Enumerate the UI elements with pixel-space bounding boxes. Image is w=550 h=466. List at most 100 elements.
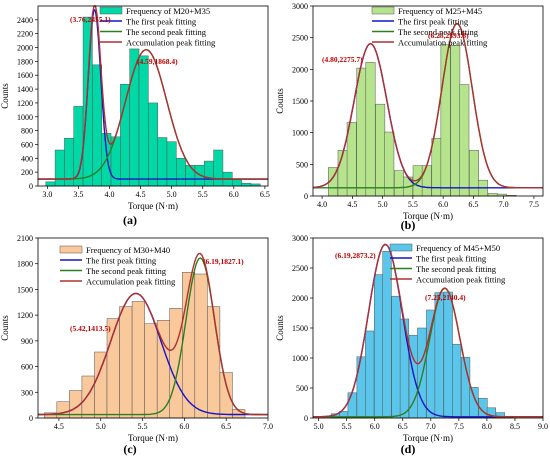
bar: [382, 250, 392, 419]
legend-entry: The first peak fitting: [398, 17, 469, 27]
y-tick-label: 0: [304, 414, 308, 423]
y-tick-label: 0: [304, 192, 308, 201]
x-tick-label: 8.5: [510, 422, 520, 431]
bar: [81, 375, 95, 419]
y-tick-label: 1500: [292, 97, 308, 106]
bar: [443, 291, 453, 419]
x-axis-label: Torque (N·m): [403, 433, 453, 443]
x-tick-label: 6.5: [221, 422, 231, 431]
x-tick-label: 5.0: [167, 190, 177, 199]
chart-3: 4.5 5.0 5.5 6.0 6.5 7.0 0 300 600 900 1200 1500 1800…: [0, 234, 273, 456]
y-tick-label: 900: [21, 337, 33, 346]
y-tick-label: 1200: [17, 99, 33, 108]
x-tick-label: 4.5: [347, 200, 357, 209]
x-tick-label: 6.5: [398, 422, 408, 431]
x-tick-label: 7.5: [454, 422, 464, 431]
x-tick-label: 3.0: [42, 190, 52, 199]
y-axis-label: Counts: [0, 315, 10, 341]
x-tick-label: 7.0: [426, 422, 436, 431]
bar: [452, 343, 462, 419]
y-tick-label: 2000: [292, 294, 308, 303]
bar: [346, 122, 357, 197]
panel-label: (d): [401, 442, 416, 456]
y-tick-label: 500: [296, 160, 308, 169]
bar: [120, 83, 130, 187]
bar: [394, 170, 404, 197]
y-tick-label: 0: [29, 414, 33, 423]
legend-entry: Frequency of M30+M40: [86, 245, 170, 255]
legend-entry: The first peak fitting: [126, 17, 197, 27]
x-tick-label: 5.5: [138, 422, 148, 431]
y-tick-label: 1800: [17, 260, 33, 269]
y-tick-label: 1000: [292, 129, 308, 138]
x-axis-label: Torque (N·m): [128, 433, 178, 443]
y-tick-label: 3000: [292, 2, 308, 11]
y-axis-label: Counts: [275, 315, 285, 341]
x-tick-label: 5.0: [96, 422, 106, 431]
bar: [434, 292, 444, 419]
x-tick-label: 8.0: [482, 422, 492, 431]
bar: [185, 164, 196, 187]
bar: [450, 45, 461, 197]
chart-1: 3.0 3.5 4.0 4.5 5.0 5.5 6.0 6.5 0 200 400 600 800 100…: [0, 5, 270, 227]
x-tick-label: 7.0: [263, 422, 273, 431]
accumulation-curve: [313, 243, 543, 418]
bar: [374, 274, 384, 419]
bar: [365, 62, 376, 197]
legend-entry: The second peak fitting: [86, 266, 167, 276]
legend-swatch: [59, 245, 83, 254]
bar: [54, 149, 65, 187]
y-tick-label: 2100: [17, 234, 33, 243]
bar: [45, 181, 56, 187]
legend-entry: Accumulation peak fitting: [86, 277, 176, 287]
plot-frame: [37, 237, 269, 419]
bar: [232, 179, 242, 187]
legend-entry: The second peak fitting: [398, 27, 479, 37]
y-tick-label: 1000: [17, 113, 33, 122]
peak-annotation: (4.80,2275.7): [322, 55, 363, 64]
x-tick-label: 6.5: [468, 200, 478, 209]
bar: [119, 306, 133, 419]
legend-entry: The first peak fitting: [86, 256, 157, 266]
bar: [356, 67, 367, 197]
x-tick-label: 5.0: [378, 200, 388, 209]
x-tick-label: 4.5: [136, 190, 146, 199]
bar: [365, 330, 375, 419]
bar: [138, 55, 149, 187]
x-tick-label: 5.5: [408, 200, 418, 209]
x-tick-label: 5.5: [198, 190, 208, 199]
bar: [194, 273, 208, 419]
bar: [169, 308, 183, 419]
y-tick-label: 0: [29, 182, 33, 191]
y-tick-label: 2000: [292, 65, 308, 74]
chart-2: 4.0 4.5 5.0 5.5 6.0 6.5 7.0 7.5 0 500 1000 1500 2000…: [275, 2, 544, 232]
y-tick-label: 2400: [17, 16, 33, 25]
bar: [241, 182, 252, 187]
peak-annotation: (6.19,1827.1): [203, 257, 244, 266]
x-axis-label: Torque (N·m): [128, 201, 178, 211]
x-tick-label: 4.5: [54, 422, 64, 431]
legend-entry: Accumulation peak fitting: [416, 275, 506, 285]
x-tick-label: 7.5: [529, 200, 539, 209]
bar: [131, 301, 145, 419]
x-tick-label: 7.0: [499, 200, 509, 209]
bar: [337, 150, 348, 197]
x-tick-label: 9.0: [538, 422, 548, 431]
x-tick-label: 5.0: [314, 422, 324, 431]
bar: [148, 102, 158, 187]
bar: [207, 306, 221, 419]
legend-swatch: [389, 243, 413, 252]
bar: [347, 392, 357, 419]
bar: [204, 160, 214, 187]
plot-frame: [37, 5, 269, 187]
bar: [56, 401, 70, 419]
bar: [356, 356, 366, 419]
bar: [384, 131, 395, 197]
bar: [399, 318, 410, 419]
legend-entry: Frequency of M45+M50: [416, 243, 500, 253]
x-tick-label: 3.5: [73, 190, 83, 199]
